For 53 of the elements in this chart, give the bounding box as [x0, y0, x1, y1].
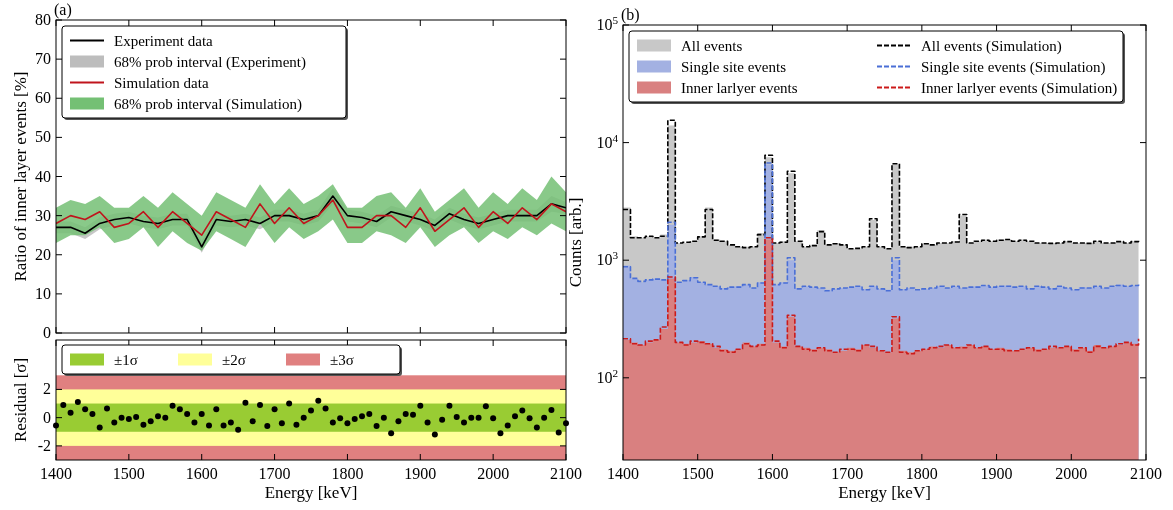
y-tick-label: -2: [37, 436, 51, 454]
y-tick-label: 2: [43, 380, 51, 398]
y-tick-label: 10$^{4}$: [596, 131, 619, 151]
legend-label: Inner larlyer events (Simulation): [921, 79, 1118, 97]
x-tick-label: 2100: [550, 465, 582, 482]
x-tick-label: 1400: [607, 465, 639, 482]
y-tick-label: 0: [43, 324, 51, 341]
y-tick-label: 10$^{5}$: [596, 14, 619, 33]
x-tick-label: 2100: [1130, 465, 1162, 482]
y-tick-label: 70: [35, 50, 51, 68]
y-tick-label: 80: [35, 11, 51, 28]
x-tick-label: 1800: [905, 465, 938, 482]
x-tick-label: 1800: [331, 465, 364, 482]
x-tick-label: 1500: [112, 465, 145, 482]
y-tick-label: 10$^{3}$: [596, 249, 619, 269]
legend-label: Simulation data: [114, 74, 209, 91]
y-axis-title: Counts [arb.]: [566, 197, 585, 288]
x-tick-label: 1700: [258, 465, 291, 482]
x-tick-label: 1900: [404, 465, 437, 482]
line-series: [56, 199, 566, 236]
legend-label: Inner larlyer events: [681, 79, 798, 96]
x-tick-label: 1700: [831, 465, 864, 482]
y-tick-label: 40: [35, 167, 51, 185]
x-tick-label: 1500: [681, 465, 714, 482]
y-axis-title: Residual [σ]: [11, 357, 30, 443]
x-tick-label: 2000: [477, 465, 510, 482]
y-tick-label: 0: [43, 408, 51, 426]
x-axis-title: Energy [keV]: [838, 483, 931, 502]
y-tick-label: 10: [35, 284, 51, 302]
legend-label: 68% prob interval (Simulation): [114, 95, 302, 113]
legend-label: Single site events (Simulation): [921, 58, 1106, 76]
legend-label: ±2σ: [222, 351, 246, 368]
x-axis-title: Energy [keV]: [264, 483, 358, 502]
legend-label: All events: [681, 37, 743, 54]
legend-label: Single site events: [681, 58, 787, 75]
x-tick-label: 1600: [185, 465, 218, 482]
legend-label: ±1σ: [114, 351, 138, 368]
legend-label: ±3σ: [330, 351, 354, 368]
y-tick-label: 10$^{2}$: [596, 366, 618, 386]
y-tick-label: 30: [35, 206, 51, 224]
x-tick-label: 2000: [1055, 465, 1088, 482]
chart-title: (b): [621, 6, 640, 24]
chart-title: (a): [54, 1, 72, 19]
x-tick-label: 1600: [756, 465, 789, 482]
y-tick-label: 50: [35, 128, 51, 146]
x-tick-label: 1400: [40, 465, 72, 482]
x-tick-label: 1900: [980, 465, 1013, 482]
legend-label: 68% prob interval (Experiment): [114, 53, 307, 71]
y-tick-label: 60: [35, 89, 51, 107]
y-tick-label: 20: [35, 245, 51, 263]
legend-label: Experiment data: [114, 32, 214, 49]
legend-label: All events (Simulation): [921, 37, 1062, 55]
y-axis-title: Ratio of inner layer events [%]: [11, 71, 30, 282]
